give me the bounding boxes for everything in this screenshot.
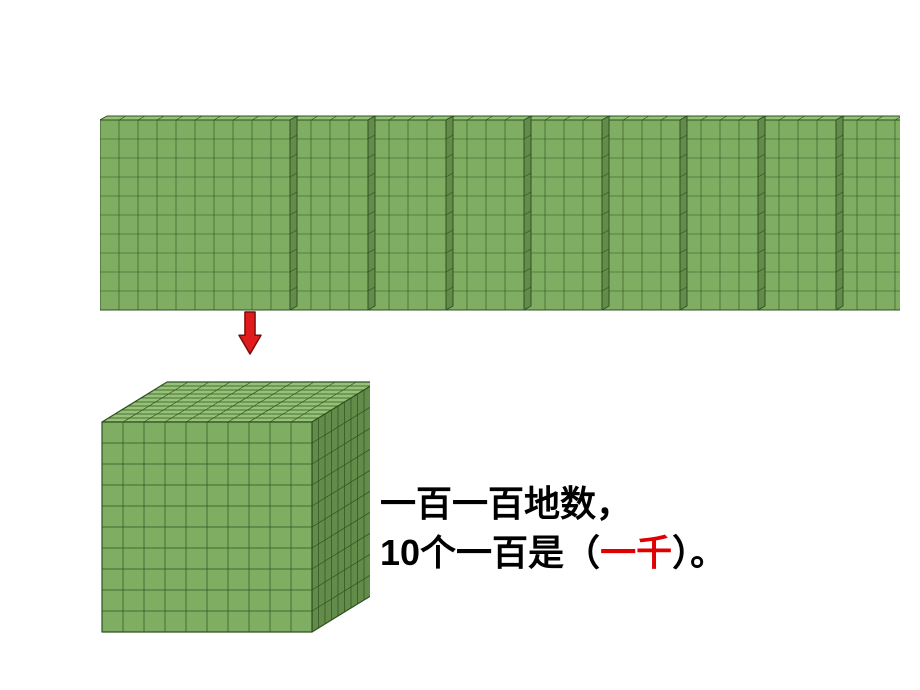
caption-answer: 一千 [600,532,672,573]
thousand-cube [100,360,370,640]
caption-line-2c: ）。 [672,532,726,573]
hundred-slabs-svg [100,60,900,340]
caption-line-2: 10个一百是（一千）。 [380,529,726,578]
caption-line-1: 一百一百地数， [380,480,726,529]
caption-line-2b: （ [564,532,600,573]
hundred-slabs-row [100,60,900,340]
thousand-cube-svg [100,360,370,640]
caption-line-2a: 10个一百是 [380,532,564,573]
slide-stage: 一百一百地数， 10个一百是（一千）。 [0,0,920,690]
caption-text: 一百一百地数， 10个一百是（一千）。 [380,480,726,577]
arrow-icon [238,310,262,356]
down-arrow [238,310,262,356]
